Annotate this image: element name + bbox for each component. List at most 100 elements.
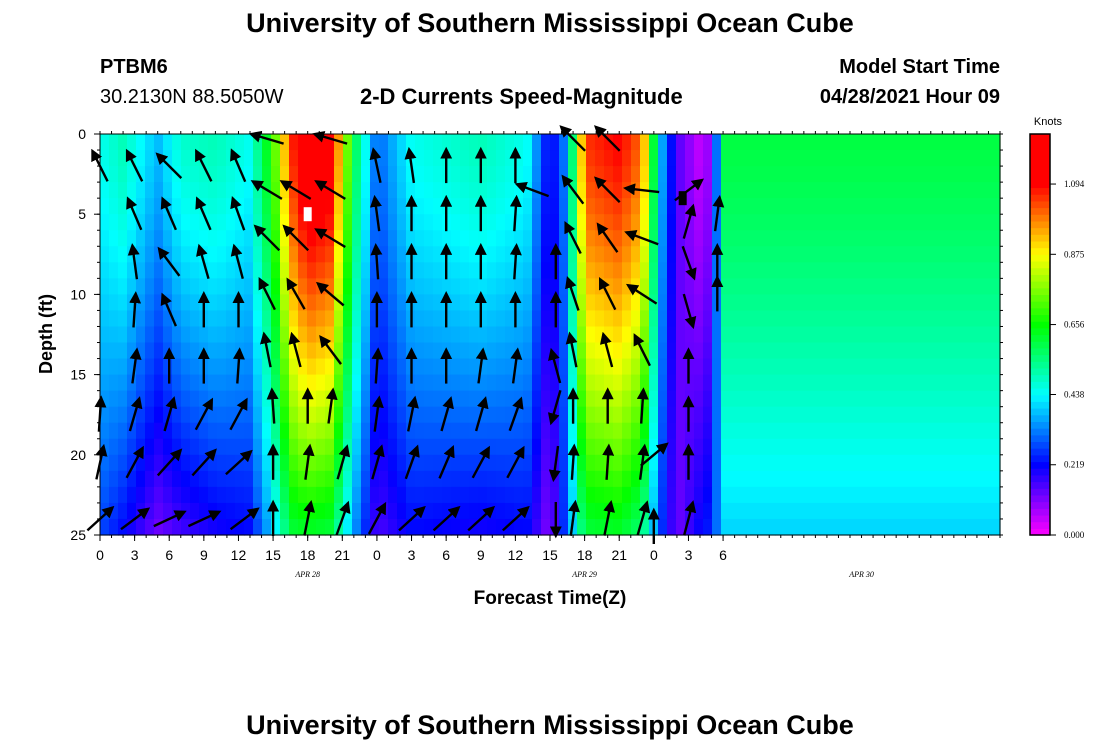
heat-cell bbox=[586, 278, 596, 295]
heat-cell bbox=[910, 470, 920, 488]
heat-cell bbox=[100, 182, 110, 199]
current-vectors bbox=[86, 125, 725, 544]
heat-cell bbox=[667, 134, 677, 151]
heat-cell bbox=[316, 150, 326, 167]
heat-cell bbox=[982, 134, 992, 151]
heat-cell bbox=[595, 374, 605, 392]
heat-cell bbox=[838, 134, 848, 151]
heat-cell bbox=[451, 262, 461, 279]
heat-cell bbox=[469, 406, 479, 424]
heat-cell bbox=[361, 310, 371, 328]
heat-cell bbox=[523, 422, 533, 440]
heat-cell bbox=[829, 166, 839, 183]
heat-cell bbox=[343, 326, 353, 344]
heat-cell bbox=[433, 278, 443, 295]
heat-cell bbox=[658, 150, 668, 167]
heat-cell bbox=[406, 278, 416, 295]
x-tick-label: 12 bbox=[508, 547, 524, 563]
heat-cell bbox=[991, 358, 1001, 376]
heat-cell bbox=[901, 134, 911, 151]
heat-cell bbox=[640, 326, 650, 344]
heat-cell bbox=[244, 454, 254, 472]
heat-cell bbox=[730, 518, 740, 536]
heat-cell bbox=[847, 326, 857, 344]
heat-cell bbox=[289, 390, 299, 408]
heat-cell bbox=[892, 230, 902, 247]
heat-cell bbox=[658, 422, 668, 440]
heat-cell bbox=[487, 342, 497, 360]
heat-cell bbox=[991, 134, 1001, 151]
heat-cell bbox=[883, 310, 893, 328]
heat-cell bbox=[244, 470, 254, 488]
heat-cell bbox=[676, 406, 686, 424]
heat-cell bbox=[460, 294, 470, 312]
heat-cell bbox=[604, 374, 614, 392]
heat-cell bbox=[316, 166, 326, 183]
heat-cell bbox=[451, 342, 461, 360]
heat-cell bbox=[523, 406, 533, 424]
heat-cell bbox=[703, 518, 713, 536]
heat-cell bbox=[883, 502, 893, 520]
heat-cell bbox=[217, 374, 227, 392]
heat-cell bbox=[361, 342, 371, 360]
heat-cell bbox=[793, 326, 803, 344]
heat-cell bbox=[829, 230, 839, 247]
heat-cell bbox=[199, 438, 209, 456]
current-vector-arrow bbox=[250, 180, 283, 200]
colorbar-swatch bbox=[1030, 214, 1050, 222]
heat-cell bbox=[694, 406, 704, 424]
heat-cell bbox=[289, 438, 299, 456]
heat-cell bbox=[271, 294, 281, 312]
heat-cell bbox=[136, 198, 146, 215]
heat-cell bbox=[127, 214, 137, 231]
heat-cell bbox=[901, 502, 911, 520]
heat-cell bbox=[253, 470, 263, 488]
heat-cell bbox=[856, 230, 866, 247]
heat-cell bbox=[469, 150, 479, 167]
heat-cell bbox=[496, 294, 506, 312]
heat-cell bbox=[253, 198, 263, 215]
heat-cell bbox=[973, 518, 983, 536]
heat-cell bbox=[622, 150, 632, 167]
chart-subtitle: 2-D Currents Speed-Magnitude bbox=[360, 84, 683, 109]
heat-cell bbox=[793, 454, 803, 472]
heat-cell bbox=[793, 198, 803, 215]
current-vector-arrow bbox=[253, 224, 281, 252]
heat-cell bbox=[352, 438, 362, 456]
heat-cell bbox=[667, 422, 677, 440]
marker-point bbox=[678, 191, 687, 206]
heat-cell bbox=[496, 518, 506, 536]
heat-cell bbox=[640, 278, 650, 295]
heat-cell bbox=[829, 358, 839, 376]
heat-cell bbox=[361, 166, 371, 183]
heat-cell bbox=[127, 422, 137, 440]
heat-cell bbox=[118, 374, 128, 392]
current-vector-arrow bbox=[625, 283, 658, 305]
heat-cell bbox=[118, 486, 128, 504]
heat-cell bbox=[136, 182, 146, 199]
heat-cell bbox=[649, 262, 659, 279]
heat-cell bbox=[946, 438, 956, 456]
heat-cell bbox=[244, 198, 254, 215]
heat-cell bbox=[892, 134, 902, 151]
heat-cell bbox=[397, 502, 407, 520]
heat-cell bbox=[883, 230, 893, 247]
heat-cell bbox=[910, 134, 920, 151]
heat-cell bbox=[613, 230, 623, 247]
x-tick-label: 9 bbox=[477, 547, 485, 563]
heat-cell bbox=[109, 358, 119, 376]
heat-cell bbox=[298, 502, 308, 520]
heat-cell bbox=[793, 374, 803, 392]
heat-cell bbox=[541, 246, 551, 263]
heat-cell bbox=[370, 470, 380, 488]
heat-cell bbox=[613, 502, 623, 520]
heat-cell bbox=[217, 438, 227, 456]
heat-cell bbox=[730, 262, 740, 279]
heat-cell bbox=[982, 150, 992, 167]
heat-cell bbox=[559, 406, 569, 424]
heat-cell bbox=[280, 166, 290, 183]
station-coords: 30.2130N 88.5050W bbox=[100, 86, 284, 108]
heat-cell bbox=[757, 246, 767, 263]
heat-cell bbox=[280, 438, 290, 456]
heat-cell bbox=[469, 134, 479, 151]
